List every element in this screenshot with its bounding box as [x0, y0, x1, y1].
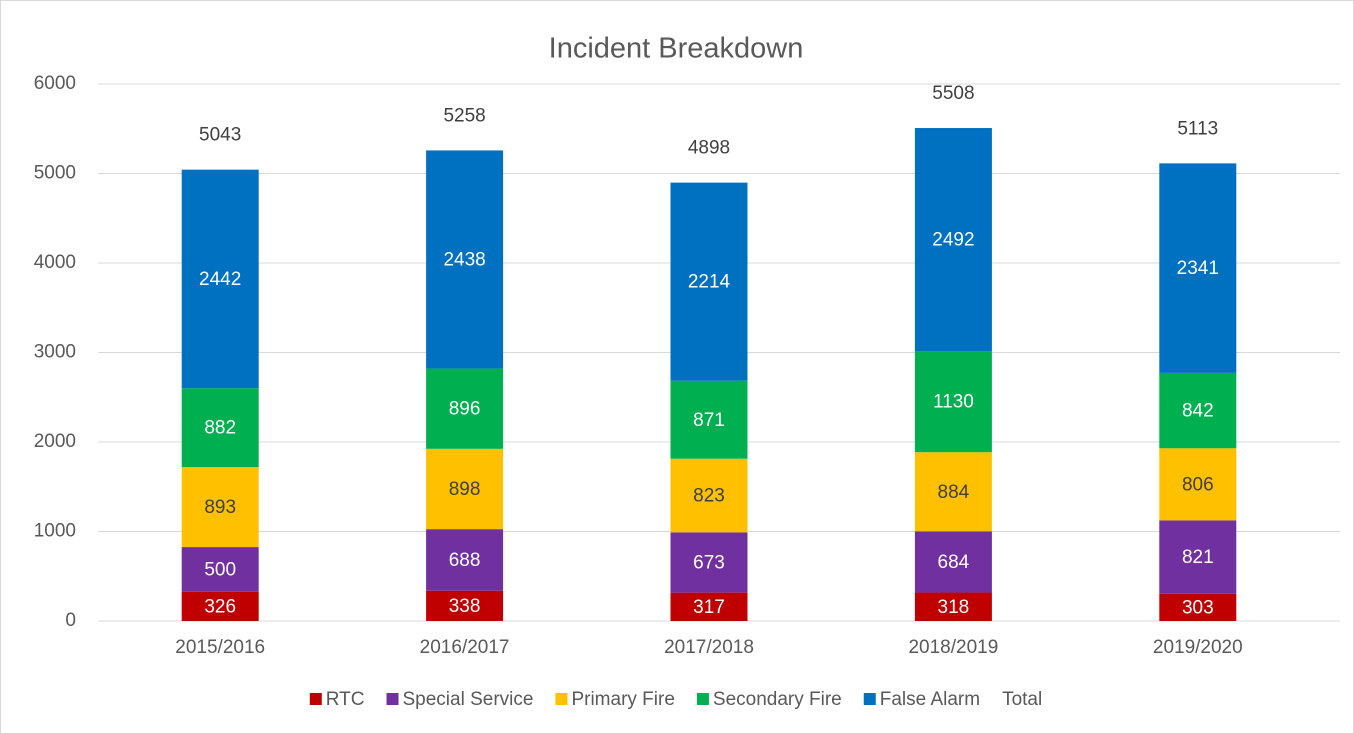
bar-segment: [914, 351, 992, 453]
legend-label: RTC: [326, 689, 365, 710]
y-tick-label: 5000: [34, 163, 76, 184]
legend-swatch: [555, 693, 568, 705]
bar-segment: [1159, 372, 1237, 449]
bar-segment: [181, 169, 259, 389]
x-tick-label: 2018/2019: [908, 637, 998, 658]
data-label: 2442: [199, 269, 241, 290]
legend-label: Total: [1002, 689, 1042, 710]
data-label: 871: [693, 410, 725, 431]
legend-label: Primary Fire: [571, 689, 674, 710]
legend-label: Special Service: [403, 689, 534, 710]
data-label: 2492: [932, 230, 974, 251]
data-label: 4898: [688, 138, 730, 159]
data-label: 688: [449, 550, 481, 571]
data-label: 500: [204, 559, 236, 580]
x-tick-label: 2015/2016: [175, 637, 265, 658]
data-label: 326: [204, 596, 236, 617]
bar-segment: [426, 590, 504, 621]
data-label: 2341: [1177, 258, 1219, 279]
bar-segment: [181, 388, 259, 468]
y-tick-label: 2000: [34, 431, 76, 452]
data-label: 5043: [199, 125, 241, 146]
bar-segment: [1159, 448, 1237, 521]
data-label: 673: [693, 553, 725, 574]
data-label: 684: [938, 552, 970, 573]
bar-segment: [914, 128, 992, 352]
bar-segment: [181, 591, 259, 621]
bar-segment: [914, 592, 992, 621]
y-tick-label: 0: [65, 610, 76, 631]
x-tick-label: 2016/2017: [420, 637, 510, 658]
bar-segment: [914, 452, 992, 532]
bar-segment: [670, 532, 748, 593]
bar-segment: [670, 458, 748, 533]
x-tick-label: 2019/2020: [1153, 637, 1243, 658]
data-label: 317: [693, 597, 725, 618]
data-label: 882: [204, 418, 236, 439]
bar-segment: [1159, 520, 1237, 594]
bar-segment: [670, 592, 748, 621]
data-label: 2438: [443, 250, 485, 271]
data-label: 5508: [932, 83, 974, 104]
legend-label: Secondary Fire: [713, 689, 842, 710]
bar-segment: [1159, 163, 1237, 373]
bar-segment: [1159, 593, 1237, 621]
data-label: 898: [449, 479, 481, 500]
data-label: 2214: [688, 272, 731, 293]
bar-segment: [426, 448, 504, 530]
data-label: 318: [938, 597, 970, 618]
y-tick-label: 6000: [34, 73, 76, 94]
bar-segment: [181, 467, 259, 548]
bar-segment: [181, 547, 259, 592]
bar-segment: [914, 531, 992, 593]
y-tick-label: 1000: [34, 521, 76, 542]
y-tick-label: 3000: [34, 342, 76, 363]
data-label: 821: [1182, 547, 1214, 568]
bar-segment: [670, 182, 748, 381]
data-label: 5258: [443, 105, 485, 126]
legend-swatch: [386, 693, 399, 705]
legend-label: False Alarm: [880, 689, 980, 710]
legend-swatch: [696, 693, 709, 705]
data-label: 303: [1182, 597, 1214, 618]
data-label: 884: [938, 482, 970, 503]
x-tick-label: 2017/2018: [664, 637, 754, 658]
data-label: 5113: [1177, 118, 1218, 139]
data-label: 823: [693, 486, 725, 507]
bar-segment: [426, 150, 504, 369]
data-label: 806: [1182, 474, 1214, 495]
data-label: 896: [449, 399, 481, 420]
legend-swatch: [309, 693, 322, 705]
y-tick-label: 4000: [34, 252, 76, 273]
legend-swatch: [863, 693, 876, 705]
data-label: 842: [1182, 401, 1214, 422]
bar-segment: [670, 380, 748, 459]
bar-segment: [426, 368, 504, 449]
chart-title: Incident Breakdown: [549, 33, 804, 65]
bar-segment: [426, 529, 504, 591]
data-label: 1130: [933, 392, 974, 413]
data-label: 338: [449, 596, 481, 617]
data-label: 893: [204, 497, 236, 518]
